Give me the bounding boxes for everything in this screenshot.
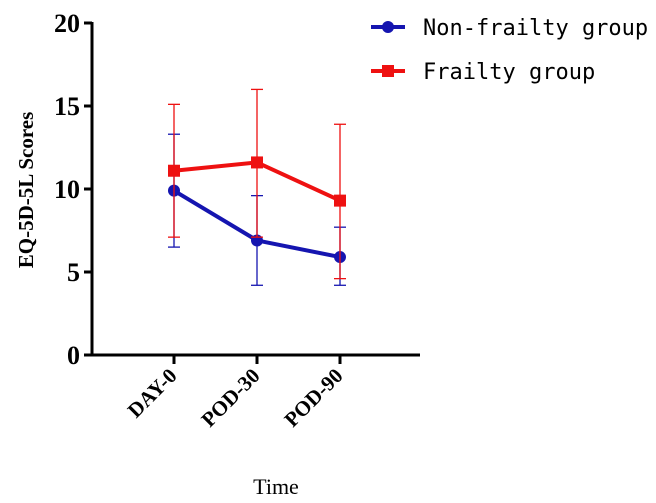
legend: Non-frailty group Frailty group [371,16,648,85]
axes: 0 5 10 15 20 DAY-0 POD-30 POD-90 [54,9,420,432]
series-layer [168,88,346,286]
y-tick-label: 5 [67,258,80,287]
y-tick-label: 10 [54,175,80,204]
legend-item-2: Frailty group [371,60,595,85]
legend-label: Frailty group [423,60,595,85]
data-point [334,194,346,207]
legend-marker [382,21,394,33]
legend-marker [382,65,394,77]
legend-item-1: Non-frailty group [371,16,648,41]
x-tick-label: POD-30 [196,364,264,432]
y-tick-label: 20 [54,9,80,38]
series-2 [168,88,346,280]
x-tick-label: DAY-0 [123,364,182,423]
y-tick-label: 15 [54,92,80,121]
y-axis-title: EQ-5D-5L Scores [14,112,38,269]
data-point [168,164,180,177]
x-tick-label: POD-90 [279,364,347,432]
legend-label: Non-frailty group [423,16,648,41]
y-tick-label: 0 [67,341,80,370]
data-point [251,156,263,169]
x-axis-title: Time [253,474,299,498]
